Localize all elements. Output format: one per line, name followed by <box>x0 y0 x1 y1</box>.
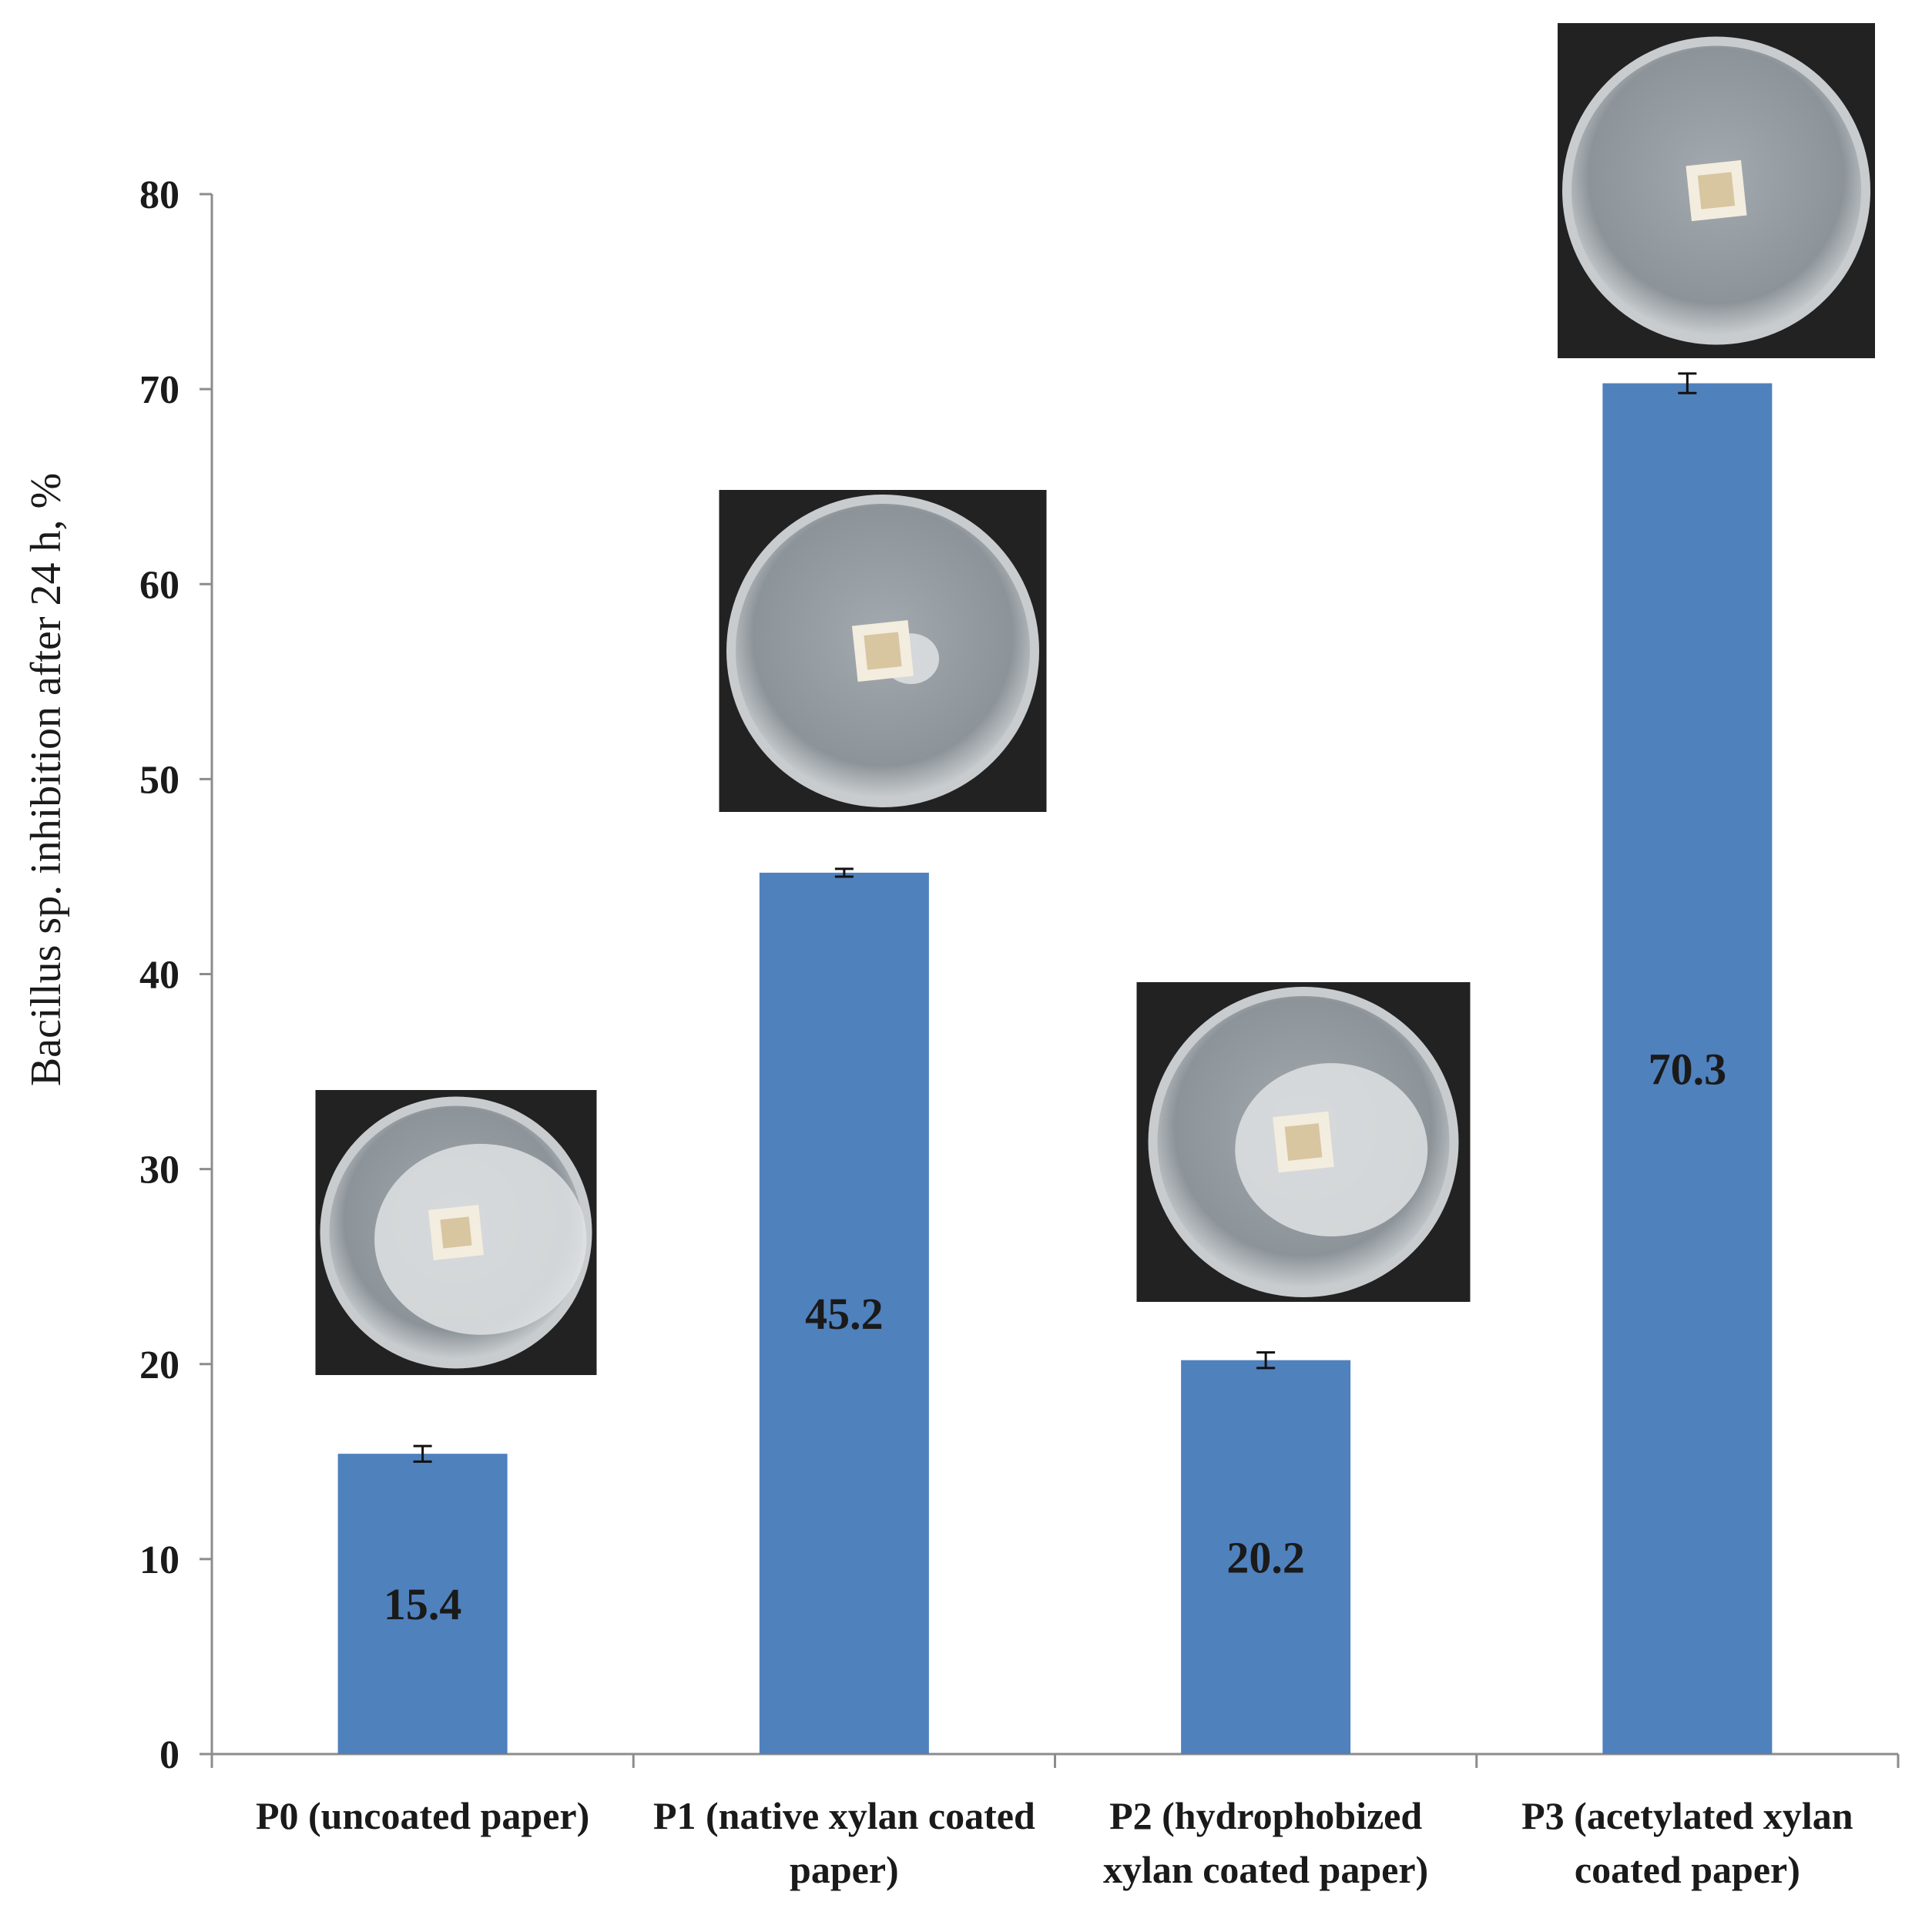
paper-sample-center-2 <box>1284 1123 1323 1161</box>
data-label-3: 70.3 <box>1649 1044 1727 1094</box>
category-label-2-line-1: xylan coated paper) <box>1103 1848 1428 1891</box>
y-tick-label-0: 0 <box>159 1733 179 1777</box>
petri-dish-photo-p0 <box>315 1090 597 1375</box>
y-tick-label-80: 80 <box>139 173 179 217</box>
y-tick-label-10: 10 <box>139 1538 179 1582</box>
y-tick-label-30: 30 <box>139 1149 179 1192</box>
category-label-3-line-0: P3 (acetylated xylan <box>1521 1794 1853 1837</box>
bar-3 <box>1602 383 1773 1754</box>
petri-dish-photo-p2 <box>1136 982 1471 1302</box>
paper-sample-center-1 <box>864 632 902 670</box>
y-axis-title: Bacillus sp. inhibition after 24 h, % <box>22 473 70 1086</box>
category-label-2-line-0: P2 (hydrophobized <box>1109 1794 1422 1837</box>
labels: 15.4 P0 (uncoated paper) 45.2 P1 (native xy… <box>256 1044 1853 1891</box>
y-tick-label-40: 40 <box>139 954 179 998</box>
y-tick-label-70: 70 <box>139 368 179 412</box>
category-label-3-line-1: coated paper) <box>1575 1848 1800 1891</box>
petri-dish-photo-p3 <box>1558 23 1875 358</box>
data-label-2: 20.2 <box>1226 1532 1305 1582</box>
y-tick-label-60: 60 <box>139 563 179 607</box>
bar-2 <box>1181 1360 1351 1754</box>
category-label-0-line-0: P0 (uncoated paper) <box>256 1794 589 1837</box>
error-bar-3 <box>1678 372 1697 394</box>
data-label-0: 15.4 <box>384 1579 462 1629</box>
photo-insets <box>315 23 1875 1375</box>
category-label-1-line-1: paper) <box>790 1848 899 1891</box>
y-tick-label-20: 20 <box>139 1343 179 1387</box>
data-label-1: 45.2 <box>805 1289 884 1339</box>
y-tick-label-50: 50 <box>139 758 179 802</box>
error-bar-1 <box>834 867 854 878</box>
axes: 0 10 20 30 40 50 60 70 80 <box>139 173 1900 1777</box>
paper-sample-center-3 <box>1697 172 1736 210</box>
category-label-1-line-0: P1 (native xylan coated <box>653 1794 1035 1837</box>
bar-0 <box>337 1454 508 1754</box>
petri-dish-photo-p1 <box>719 490 1047 812</box>
error-bar-0 <box>413 1444 432 1463</box>
bar-1 <box>759 872 929 1754</box>
bars <box>337 372 1773 1754</box>
paper-sample-center-0 <box>440 1216 472 1249</box>
error-bar-2 <box>1256 1351 1276 1370</box>
